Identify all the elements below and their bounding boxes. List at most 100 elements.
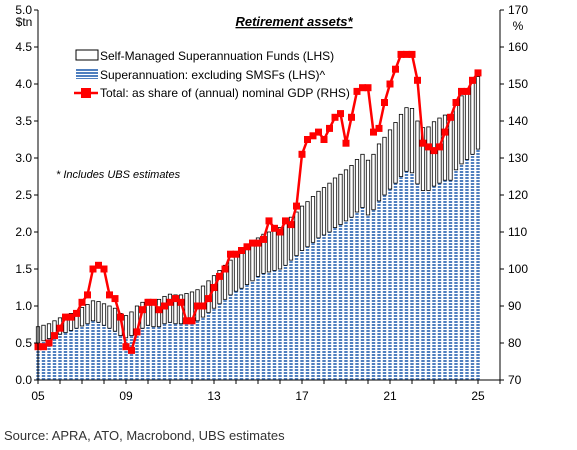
super-ex-bar <box>58 334 62 380</box>
left-tick-label: 0.0 <box>15 373 32 387</box>
smsf-bar <box>90 300 96 322</box>
super-ex-bar <box>410 172 414 380</box>
legend: Self-Managed Superannuation Funds (LHS) … <box>74 49 350 100</box>
smsf-bar <box>365 159 371 216</box>
total-gdp-share-marker <box>210 284 218 291</box>
total-gdp-share-marker <box>232 250 240 258</box>
super-ex-bar <box>366 214 370 380</box>
super-ex-bar <box>140 328 145 380</box>
super-ex-bar <box>377 200 381 380</box>
super-ex-bar <box>382 195 387 380</box>
super-ex-bar <box>294 255 299 380</box>
total-gdp-share-marker <box>282 217 289 225</box>
smsf-bar <box>101 303 107 326</box>
right-tick-label: 70 <box>508 373 522 387</box>
smsf-bar <box>255 237 261 277</box>
smsf-bar <box>409 108 415 174</box>
super-ex-bar <box>52 336 57 380</box>
total-gdp-share-marker <box>430 147 438 155</box>
total-gdp-share-marker <box>298 150 306 158</box>
right-tick-label: 170 <box>508 3 528 17</box>
smsf-bar <box>327 182 332 233</box>
total-gdp-share-marker <box>276 228 284 236</box>
super-ex-bar <box>217 303 222 380</box>
super-ex-bar <box>278 269 282 380</box>
left-tick-label: 1.5 <box>15 262 32 276</box>
total-gdp-share-marker <box>84 291 91 299</box>
smsf-bar <box>200 285 206 318</box>
right-tick-label: 90 <box>508 299 522 313</box>
super-ex-bar <box>272 270 277 380</box>
total-gdp-share-marker <box>122 343 130 351</box>
smsf-bar <box>96 301 101 323</box>
super-ex-bar <box>338 224 343 380</box>
super-ex-bar <box>168 322 172 380</box>
total-gdp-share-marker <box>370 128 377 136</box>
super-ex-bar <box>113 331 117 380</box>
total-gdp-share-marker <box>452 99 460 106</box>
smsf-bar <box>475 76 481 150</box>
super-ex-bar <box>239 288 244 380</box>
smsf-bar <box>283 222 288 266</box>
smsf-bar <box>343 169 349 222</box>
super-ex-bar <box>173 323 178 380</box>
smsf-bar <box>266 231 272 273</box>
x-tick-label: 17 <box>295 389 309 403</box>
left-tick-label: 4.0 <box>15 77 32 91</box>
total-gdp-share-marker <box>419 139 427 147</box>
super-ex-bar <box>102 325 106 380</box>
total-gdp-share-marker <box>78 298 86 306</box>
total-gdp-share-marker <box>161 302 168 310</box>
left-tick-label: 0.5 <box>15 336 32 350</box>
left-tick-label: 2.5 <box>15 188 32 202</box>
super-ex-bar <box>267 271 271 380</box>
left-tick-label: 4.5 <box>15 40 32 54</box>
total-gdp-share-marker <box>469 76 476 84</box>
super-ex-bar <box>63 332 68 380</box>
super-ex-bar <box>333 227 337 380</box>
total-gdp-share-marker <box>106 291 113 299</box>
smsf-bar <box>233 255 239 292</box>
total-gdp-share-marker <box>320 136 328 143</box>
legend-super-swatch <box>76 69 98 79</box>
super-ex-bar <box>355 212 359 380</box>
total-gdp-share-marker <box>73 309 80 317</box>
smsf-bar <box>250 242 255 282</box>
smsf-bar <box>415 120 420 185</box>
left-tick-label: 3.0 <box>15 151 32 165</box>
total-gdp-share-marker <box>100 265 108 273</box>
super-ex-bar <box>465 159 469 380</box>
total-gdp-share-marker <box>315 128 322 136</box>
total-gdp-share-marker <box>331 113 339 121</box>
right-axis-unit: % <box>513 19 524 33</box>
total-gdp-share-marker <box>260 235 267 243</box>
smsf-bar <box>112 307 118 332</box>
x-tick-label: 21 <box>383 389 397 403</box>
total-gdp-share-marker <box>177 298 185 306</box>
super-ex-bar <box>437 183 442 380</box>
smsf-bar <box>437 117 442 184</box>
smsf-bar <box>41 324 46 342</box>
total-gdp-share-marker <box>392 65 399 73</box>
smsf-bar <box>448 113 453 181</box>
super-ex-bar <box>415 183 420 380</box>
total-gdp-share-marker <box>133 328 141 336</box>
total-gdp-share-marker <box>183 317 190 325</box>
super-ex-bar <box>327 232 332 380</box>
super-ex-bar <box>206 312 211 380</box>
smsf-bar <box>459 95 464 165</box>
total-gdp-share-marker <box>249 239 256 247</box>
legend-smsf-label: Self-Managed Superannuation Funds (LHS) <box>100 49 334 63</box>
super-ex-bar <box>399 176 403 380</box>
total-gdp-share-marker <box>304 136 311 143</box>
super-ex-bar <box>190 322 194 380</box>
total-gdp-share-marker <box>67 313 75 321</box>
legend-smsf-swatch <box>75 49 99 61</box>
total-gdp-share-marker <box>408 50 416 58</box>
total-gdp-share-marker <box>117 313 124 321</box>
total-gdp-share-marker <box>436 143 443 151</box>
total-gdp-share-marker <box>62 313 69 321</box>
smsf-bar <box>354 159 360 213</box>
super-ex-bar <box>470 154 475 380</box>
